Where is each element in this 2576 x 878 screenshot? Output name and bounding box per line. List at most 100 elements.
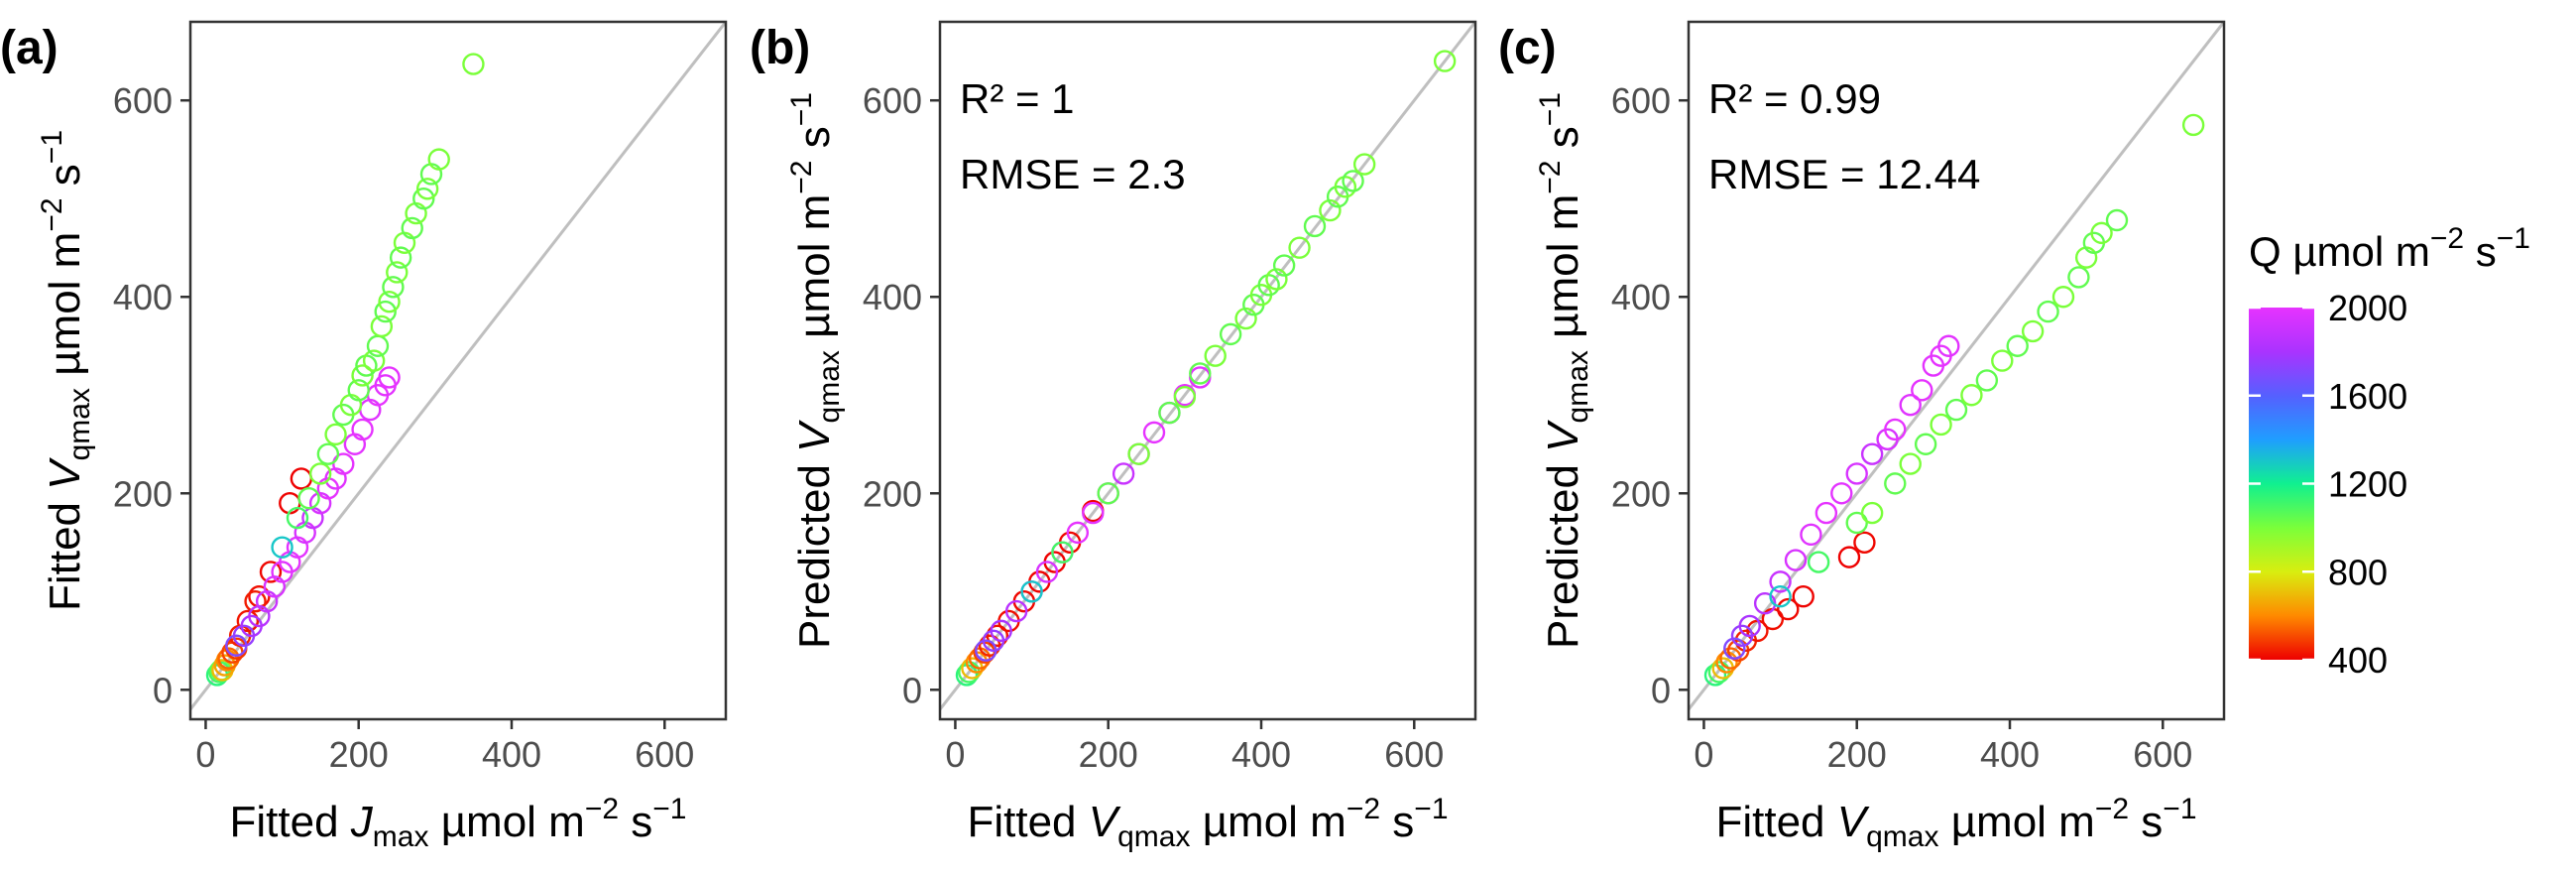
chart-panel: 0 200 400 600 0 200 400 600 (c) R² = 0.99 RMSE = 1… bbox=[1498, 20, 2226, 853]
data-point bbox=[1738, 614, 1761, 638]
data-point bbox=[1288, 236, 1311, 259]
data-point bbox=[2181, 113, 2205, 137]
data-point bbox=[1342, 170, 1364, 192]
data-point bbox=[1234, 307, 1257, 330]
data-point bbox=[1723, 637, 1746, 660]
x-tick-label: 0 bbox=[1694, 734, 1713, 775]
data-point bbox=[1112, 462, 1135, 485]
y-axis-label: Predicted Vqmax µmol m−2 s−1 bbox=[1534, 92, 1594, 649]
panel-label: (b) bbox=[750, 22, 810, 74]
data-point bbox=[1911, 379, 1933, 402]
legend-tick-label: 1600 bbox=[2328, 376, 2407, 417]
data-point bbox=[286, 506, 309, 530]
y-tick-label: 600 bbox=[1611, 80, 1671, 121]
data-point bbox=[2105, 208, 2129, 232]
data-point bbox=[382, 276, 405, 299]
data-point bbox=[332, 452, 355, 475]
data-point bbox=[412, 188, 435, 210]
data-point bbox=[2021, 319, 2045, 343]
data-point bbox=[427, 148, 450, 171]
y-tick-label: 400 bbox=[1611, 277, 1671, 317]
data-point bbox=[1004, 599, 1028, 623]
data-point bbox=[1807, 551, 1830, 573]
data-point bbox=[1769, 570, 1792, 593]
data-point bbox=[1142, 421, 1166, 444]
data-point bbox=[1127, 442, 1150, 465]
x-tick-label: 600 bbox=[635, 734, 694, 775]
data-point bbox=[1066, 521, 1090, 545]
data-point bbox=[1173, 386, 1197, 409]
data-point bbox=[2006, 334, 2029, 357]
data-point bbox=[290, 467, 313, 490]
data-point bbox=[462, 53, 485, 75]
data-point bbox=[1860, 442, 1884, 465]
data-point bbox=[1319, 198, 1342, 222]
x-axis-label: Fitted Vqmax µmol m−2 s−1 bbox=[967, 793, 1448, 853]
data-point bbox=[1265, 268, 1288, 291]
rmse-label: RMSE = 2.3 bbox=[960, 151, 1186, 197]
data-point bbox=[1930, 413, 1952, 437]
data-point bbox=[1792, 585, 1815, 608]
y-tick-label: 600 bbox=[113, 80, 173, 121]
data-point bbox=[1991, 349, 2014, 372]
data-point bbox=[1944, 398, 1968, 422]
data-point bbox=[1845, 462, 1868, 485]
x-axis-label: Fitted Jmax µmol m−2 s−1 bbox=[230, 793, 687, 853]
data-point bbox=[1158, 401, 1181, 425]
data-point bbox=[259, 561, 283, 583]
data-point bbox=[1334, 176, 1357, 198]
data-point bbox=[1769, 585, 1792, 608]
x-tick-label: 400 bbox=[1231, 734, 1291, 775]
x-tick-label: 400 bbox=[1980, 734, 2040, 775]
y-axis-label: Predicted Vqmax µmol m−2 s−1 bbox=[785, 92, 846, 649]
data-point bbox=[1719, 647, 1742, 670]
x-tick-label: 0 bbox=[195, 734, 215, 775]
y-tick-label: 400 bbox=[863, 277, 922, 317]
data-point bbox=[1204, 344, 1227, 367]
y-tick-label: 200 bbox=[863, 473, 922, 514]
data-point bbox=[1914, 433, 1937, 455]
data-point bbox=[244, 589, 267, 613]
legend-title: Q µmol m−2 s−1 bbox=[2249, 222, 2530, 275]
data-point bbox=[308, 462, 332, 485]
data-point bbox=[370, 314, 394, 338]
data-point bbox=[1899, 393, 1922, 417]
chart-panel: 0 200 400 600 0 200 400 600 (a) Fitted Jmax µmol … bbox=[0, 20, 728, 853]
x-tick-label: 200 bbox=[1827, 734, 1887, 775]
y-tick-label: 400 bbox=[113, 277, 173, 317]
color-legend: Q µmol m−2 s−1 2000 1600 1200 800 400 bbox=[2249, 222, 2530, 681]
y-tick-label: 0 bbox=[153, 670, 173, 710]
data-point bbox=[986, 624, 1009, 648]
data-point bbox=[1020, 580, 1043, 603]
x-tick-label: 200 bbox=[1079, 734, 1138, 775]
data-point bbox=[1097, 482, 1119, 505]
legend-tick-label: 1200 bbox=[2328, 464, 2407, 505]
data-point bbox=[415, 178, 439, 200]
panel-label: (a) bbox=[0, 22, 59, 74]
data-point bbox=[1219, 322, 1242, 346]
plot-frame bbox=[938, 20, 1477, 721]
data-point bbox=[2051, 286, 2075, 309]
data-point bbox=[1715, 651, 1738, 674]
data-point bbox=[1884, 472, 1907, 495]
x-tick-label: 400 bbox=[482, 734, 541, 775]
data-point bbox=[1960, 384, 1983, 407]
data-point bbox=[1845, 511, 1868, 535]
data-point bbox=[374, 300, 397, 323]
x-axis-label: Fitted Vqmax µmol m−2 s−1 bbox=[1715, 793, 2196, 853]
data-point bbox=[1272, 254, 1296, 277]
data-point bbox=[1753, 591, 1777, 615]
data-point bbox=[1189, 362, 1212, 385]
data-point bbox=[316, 442, 340, 465]
legend-tick-label: 400 bbox=[2328, 640, 2388, 681]
data-point bbox=[351, 364, 374, 387]
data-point bbox=[1257, 274, 1280, 297]
data-point bbox=[1937, 334, 1960, 357]
data-point bbox=[2037, 300, 2059, 323]
data-point bbox=[2067, 266, 2090, 289]
data-point bbox=[1899, 452, 1922, 475]
rmse-label: RMSE = 12.44 bbox=[1708, 151, 1980, 197]
plot-frame bbox=[188, 20, 728, 721]
x-tick-label: 600 bbox=[2133, 734, 2192, 775]
